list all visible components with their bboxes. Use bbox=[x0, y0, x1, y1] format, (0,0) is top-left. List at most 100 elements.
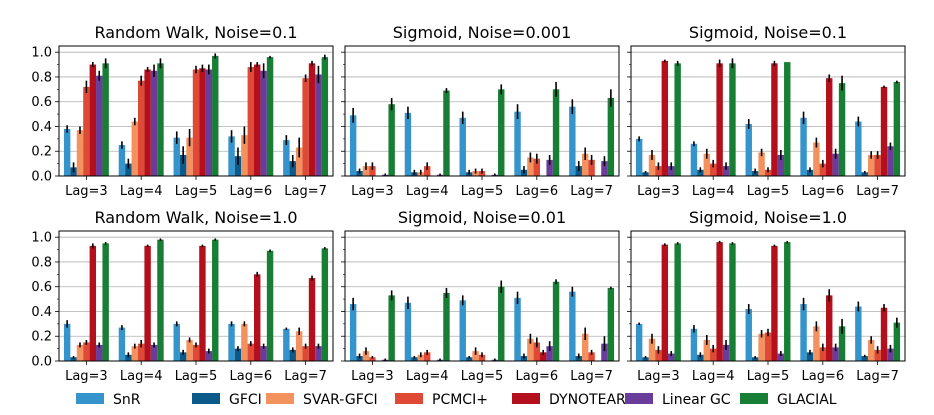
legend-item-glacial: GLACIAL bbox=[740, 392, 837, 408]
bar-svar-gfci bbox=[703, 339, 710, 361]
bar-svar-gfci bbox=[295, 331, 303, 361]
bar-linear-gc bbox=[668, 353, 675, 361]
chart-title: Random Walk, Noise=1.0 bbox=[94, 208, 297, 227]
legend-label: DYNOTEARS bbox=[549, 392, 635, 408]
bar-gfci bbox=[125, 163, 132, 176]
bar-linear-gc bbox=[96, 75, 103, 176]
bar-pcmci- bbox=[83, 342, 90, 361]
axes-frame bbox=[58, 230, 334, 362]
bar-dynotears bbox=[716, 242, 723, 361]
bar-glacial bbox=[212, 55, 219, 176]
bar-linear-gc bbox=[260, 70, 267, 176]
bar-linear-gc bbox=[887, 146, 894, 176]
bar-svar-gfci bbox=[472, 351, 479, 361]
bar-dynotears bbox=[880, 307, 888, 361]
bar-glacial bbox=[102, 243, 109, 361]
bar-linear-gc bbox=[601, 343, 608, 361]
bar-glacial bbox=[674, 63, 681, 177]
bar-pcmci- bbox=[302, 78, 309, 176]
bar-linear-gc bbox=[777, 154, 785, 176]
bar-svar-gfci bbox=[362, 351, 370, 361]
bar-svar-gfci bbox=[648, 338, 656, 361]
bar-gfci bbox=[861, 172, 868, 176]
bar-glacial bbox=[102, 63, 109, 177]
bar-glacial bbox=[838, 83, 846, 176]
x-tick-label: Lag=3 bbox=[351, 369, 394, 384]
legend: SnR GFCI SVAR-GFCI PCMCI+ DYNOTEARS Linear GC… bbox=[76, 392, 837, 408]
bar-gfci bbox=[751, 357, 759, 361]
bar-snr bbox=[118, 327, 126, 361]
legend-swatch bbox=[192, 393, 220, 404]
axes-frame bbox=[58, 45, 334, 177]
bar-pcmci- bbox=[83, 86, 90, 176]
bar-svar-gfci bbox=[186, 137, 193, 176]
bar-pcmci- bbox=[137, 80, 145, 176]
bar-snr bbox=[635, 323, 643, 361]
bar-linear-gc bbox=[96, 344, 103, 361]
bar-snr bbox=[800, 117, 807, 176]
bar-pcmci- bbox=[709, 348, 717, 361]
bar-dynotears bbox=[880, 86, 888, 176]
bar-snr bbox=[173, 323, 180, 361]
bar-dynotears bbox=[771, 245, 778, 361]
chart-panel-6: Lag=3 Lag=4 Lag=5 Lag=6 Lag=7 Sigmoid, Noise=… bbox=[627, 208, 906, 384]
legend-item-linear-gc: Linear GC bbox=[625, 392, 731, 408]
bar-snr bbox=[63, 323, 71, 361]
chart-panel-3: Lag=3 Lag=4 Lag=5 Lag=6 Lag=7 Sigmoid, Noise=… bbox=[627, 23, 906, 199]
bar-pcmci- bbox=[874, 349, 881, 361]
bar-svar-gfci bbox=[131, 121, 138, 176]
x-tick-label: Lag=5 bbox=[747, 184, 790, 199]
x-tick-label: Lag=4 bbox=[406, 184, 449, 199]
bar-gfci bbox=[806, 169, 814, 176]
x-tick-label: Lag=7 bbox=[856, 184, 899, 199]
bar-snr bbox=[459, 300, 466, 361]
bar-glacial bbox=[157, 239, 164, 361]
bar-linear-gc bbox=[601, 161, 608, 176]
bar-glacial bbox=[157, 63, 164, 177]
bar-snr bbox=[855, 306, 862, 361]
y-tick-label: 0.4 bbox=[31, 305, 52, 320]
bar-glacial bbox=[729, 243, 736, 361]
bar-glacial bbox=[674, 243, 681, 361]
bar-svar-gfci bbox=[295, 147, 303, 176]
legend-label: PCMCI+ bbox=[432, 392, 488, 408]
bar-snr bbox=[459, 117, 466, 176]
y-tick-label: 0.0 bbox=[31, 170, 52, 185]
bar-snr bbox=[228, 136, 235, 176]
bar-svar-gfci bbox=[867, 339, 875, 361]
chart-title: Sigmoid, Noise=0.001 bbox=[393, 23, 572, 42]
x-tick-label: Lag=5 bbox=[175, 369, 218, 384]
bar-glacial bbox=[443, 292, 450, 361]
bar-dynotears bbox=[89, 64, 97, 176]
bar-gfci bbox=[642, 172, 649, 176]
bar-dynotears bbox=[826, 78, 833, 176]
x-tick-label: Lag=4 bbox=[692, 184, 735, 199]
x-tick-label: Lag=5 bbox=[461, 184, 504, 199]
bar-gfci bbox=[179, 352, 187, 361]
x-tick-label: Lag=7 bbox=[856, 369, 899, 384]
x-tick-label: Lag=4 bbox=[692, 369, 735, 384]
bar-pcmci- bbox=[247, 343, 255, 361]
bar-dynotears bbox=[199, 68, 206, 176]
bar-glacial bbox=[321, 57, 329, 177]
legend-swatch bbox=[625, 393, 653, 404]
legend-swatch bbox=[266, 393, 294, 404]
bar-glacial bbox=[893, 81, 901, 176]
bar-snr bbox=[635, 138, 643, 176]
bar-glacial bbox=[893, 322, 901, 361]
bar-svar-gfci bbox=[813, 326, 820, 361]
y-tick-label: 0.2 bbox=[31, 330, 52, 345]
bar-pcmci- bbox=[533, 158, 541, 176]
bar-svar-gfci bbox=[581, 153, 589, 176]
bar-gfci bbox=[465, 357, 473, 361]
bar-linear-gc bbox=[832, 347, 839, 361]
bar-snr bbox=[283, 328, 290, 361]
x-tick-label: Lag=7 bbox=[284, 369, 327, 384]
chart-panel-1: 0.0 0.2 0.4 0.6 0.8 1.0 Lag=3 Lag=4 Lag=5 Lag=6 La… bbox=[31, 23, 334, 199]
bar-glacial bbox=[552, 281, 560, 361]
bar-pcmci- bbox=[478, 354, 486, 361]
chart-title: Sigmoid, Noise=1.0 bbox=[689, 208, 847, 227]
bar-snr bbox=[404, 302, 412, 361]
bar-gfci bbox=[289, 349, 296, 361]
